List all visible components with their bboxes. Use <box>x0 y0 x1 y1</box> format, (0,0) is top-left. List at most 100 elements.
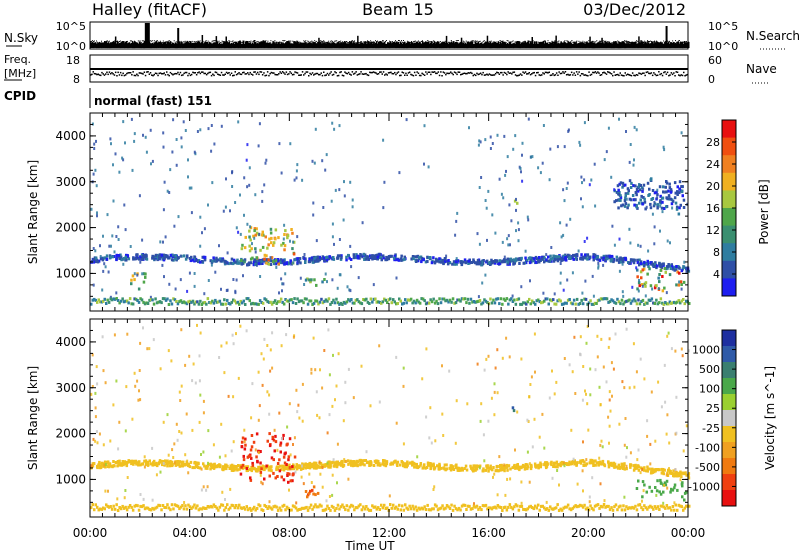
nave-point <box>575 75 577 77</box>
data-cell <box>644 201 647 204</box>
nsearch-point <box>621 43 622 44</box>
nave-point <box>601 74 603 76</box>
data-cell <box>345 258 348 261</box>
noise-cell <box>628 228 630 231</box>
nsearch-point <box>460 42 461 43</box>
nave-point <box>278 73 280 75</box>
ground-scatter-cell <box>489 298 492 301</box>
ground-scatter-cell <box>223 298 226 301</box>
nave-point <box>643 72 645 74</box>
nave-point <box>423 74 425 76</box>
data-cell <box>249 239 252 242</box>
data-cell <box>121 463 124 466</box>
noise-cell <box>597 262 599 265</box>
noise-cell <box>622 295 624 298</box>
data-cell <box>259 249 262 252</box>
nave-point <box>664 71 666 73</box>
nsearch-point <box>514 43 515 44</box>
data-cell <box>656 265 659 268</box>
nsearch-point <box>165 42 166 43</box>
noise-cell <box>160 471 162 474</box>
nave-point <box>460 74 462 76</box>
data-cell <box>652 189 655 192</box>
data-cell <box>283 233 286 236</box>
nsearch-point <box>511 42 512 43</box>
ground-scatter-cell <box>410 298 413 301</box>
nsearch-point <box>619 42 620 43</box>
data-cell <box>373 464 376 467</box>
ground-scatter-cell <box>585 298 588 301</box>
data-cell <box>141 258 144 261</box>
noise-cell <box>484 274 486 277</box>
data-cell <box>429 463 432 466</box>
nave-point <box>481 74 483 76</box>
data-cell <box>166 464 169 467</box>
nsearch-point <box>516 43 517 44</box>
data-cell <box>251 468 254 471</box>
nsearch-point <box>634 43 635 44</box>
noise-cell <box>111 234 113 237</box>
data-cell <box>659 200 662 203</box>
data-cell <box>426 466 429 469</box>
nsearch-point <box>574 42 575 43</box>
noise-cell <box>302 256 304 259</box>
nsearch-point <box>289 41 290 42</box>
nsearch-point <box>569 43 570 44</box>
data-cell <box>275 228 278 231</box>
data-cell <box>259 462 262 465</box>
ground-scatter-cell <box>576 298 579 301</box>
nave-point <box>416 71 418 73</box>
noise-cell <box>296 235 298 238</box>
nsearch-point <box>403 40 404 41</box>
data-cell <box>241 244 244 247</box>
nsearch-point <box>314 40 315 41</box>
data-cell <box>283 248 286 251</box>
nave-point <box>142 73 144 75</box>
nave-point <box>433 72 435 74</box>
noise-cell <box>218 244 220 247</box>
nsearch-point <box>230 41 231 42</box>
data-cell <box>450 464 453 467</box>
nave-point <box>557 75 559 77</box>
nsearch-point <box>108 41 109 42</box>
cpid-label: CPID <box>4 89 36 103</box>
noise-cell <box>564 145 566 148</box>
data-cell <box>313 257 316 260</box>
data-cell <box>474 261 477 264</box>
nave-point <box>456 74 458 76</box>
ground-scatter-cell <box>432 298 435 301</box>
nave-point <box>348 72 350 74</box>
noise-cell <box>667 240 669 243</box>
nave-point <box>211 75 213 77</box>
data-cell <box>638 202 641 205</box>
data-cell <box>235 465 238 468</box>
nave-point <box>485 74 487 76</box>
data-cell <box>310 259 313 262</box>
data-cell <box>248 230 251 233</box>
noise-cell <box>123 204 125 207</box>
data-cell <box>284 462 287 465</box>
noise-cell <box>504 174 506 177</box>
nsearch-point <box>321 41 322 42</box>
data-cell <box>629 261 632 264</box>
data-cell <box>634 464 637 467</box>
nsearch-point <box>616 43 617 44</box>
nsearch-point <box>365 41 366 42</box>
data-cell <box>553 462 556 465</box>
ground-scatter-cell <box>316 300 319 303</box>
nsky-spike <box>177 28 179 48</box>
noise-cell <box>101 289 103 292</box>
noise-cell <box>382 206 384 209</box>
noise-cell <box>560 272 562 275</box>
nave-point <box>588 71 590 73</box>
nsearch-point <box>564 40 565 41</box>
noise-cell <box>425 416 427 419</box>
noise-cell <box>633 164 635 167</box>
nsearch-point <box>507 40 508 41</box>
noise-cell <box>246 223 248 226</box>
data-cell <box>213 464 216 467</box>
nsearch-point <box>111 43 112 44</box>
nsearch-point <box>120 41 121 42</box>
noise-cell <box>630 451 632 454</box>
